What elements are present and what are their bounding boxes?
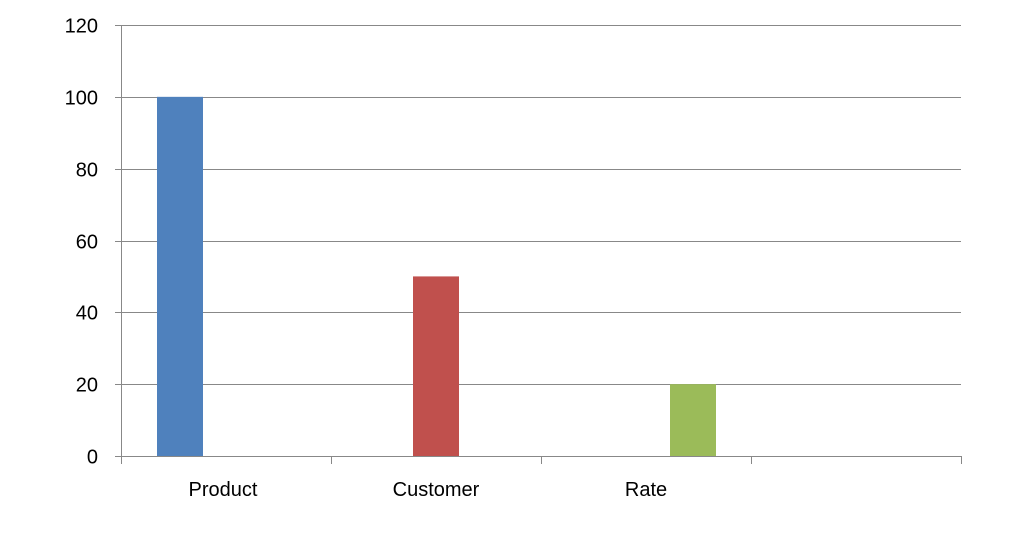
y-axis-ticks: 0 20 40 60 80 100 120 bbox=[65, 16, 121, 469]
x-axis bbox=[121, 25, 962, 464]
bar-product bbox=[157, 96, 203, 456]
bar-customer bbox=[413, 276, 459, 456]
y-tick-label: 120 bbox=[65, 16, 98, 38]
bars bbox=[157, 96, 716, 456]
y-tick-label: 60 bbox=[76, 232, 98, 254]
y-tick-label: 100 bbox=[65, 88, 98, 110]
y-tick-label: 0 bbox=[87, 447, 98, 469]
gridlines bbox=[121, 25, 961, 385]
y-tick-label: 80 bbox=[76, 160, 98, 182]
category-labels: Product Customer Rate bbox=[189, 479, 668, 501]
x-category-label: Product bbox=[189, 479, 258, 501]
y-tick-label: 20 bbox=[76, 375, 98, 397]
x-category-label: Rate bbox=[625, 479, 667, 501]
y-tick-label: 40 bbox=[76, 303, 98, 325]
bar-rate bbox=[670, 384, 716, 456]
x-category-label: Customer bbox=[393, 479, 480, 501]
